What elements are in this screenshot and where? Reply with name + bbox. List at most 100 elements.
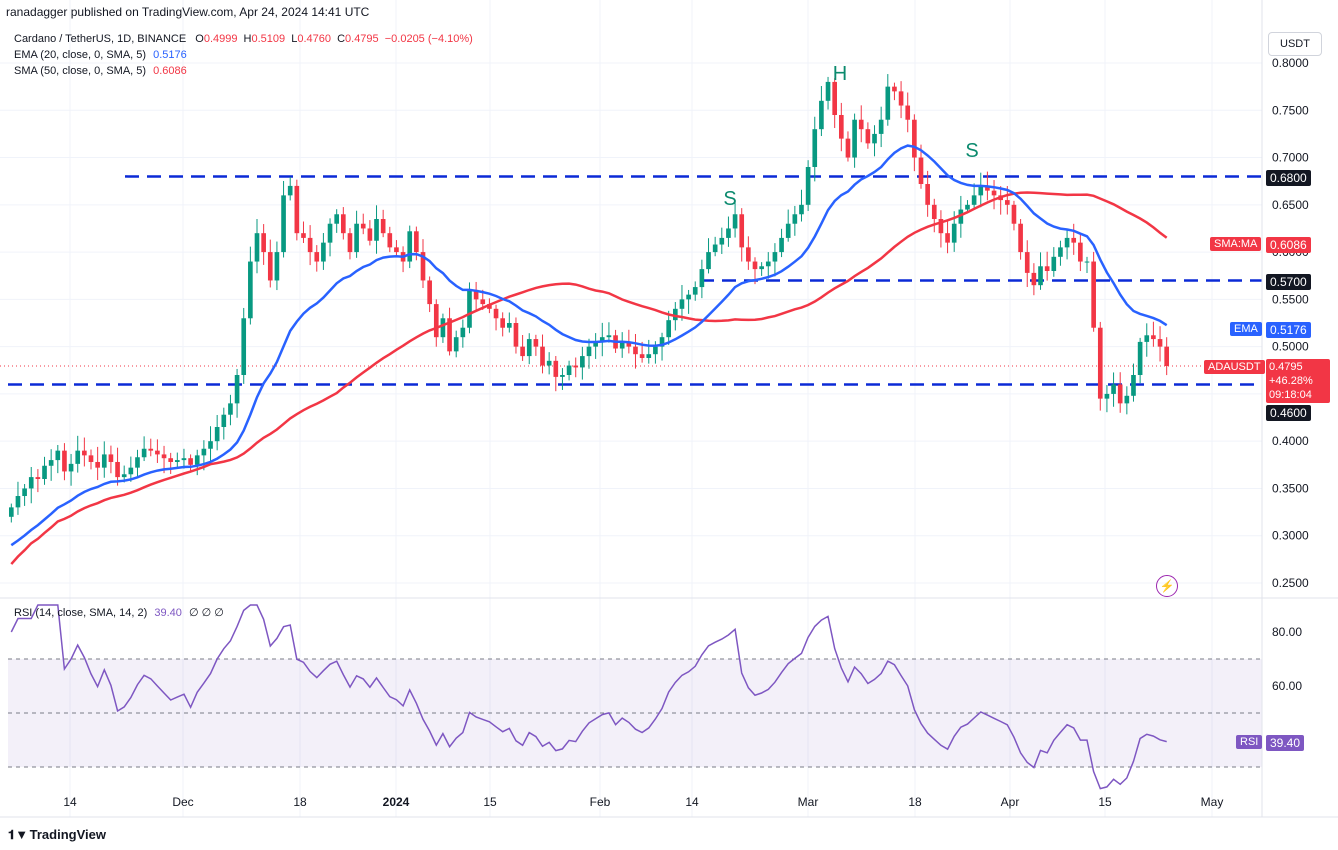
candle-body [214,427,220,442]
candle-body [965,204,970,210]
candle-body [646,354,652,358]
candle-body [367,228,373,241]
candle-body [951,223,957,243]
candle-body [752,261,758,270]
pattern-label: S [723,188,736,210]
time-tick-label: May [1201,795,1224,809]
sma-legend-value: 0.6086 [153,65,187,77]
candle-body [420,252,426,281]
candle-body [732,214,738,229]
candle-body [440,318,446,338]
symbol-countdown: 09:18:04 [1269,389,1312,401]
candle-body [453,337,459,352]
candle-body [739,214,745,248]
candle-body [593,341,598,347]
candle-body [22,488,27,497]
candle-body [838,115,844,139]
candle-body [267,252,273,281]
candle-body [294,185,300,234]
tradingview-logo-icon: 𝟏▼ [8,827,29,842]
rsi-panel: 80.00 60.00 [8,604,1302,790]
candle-body [374,219,379,241]
symbol-name-badge: ADAUSDT [1204,360,1265,374]
candle-body [1051,256,1057,271]
price-tick-label: 0.5500 [1272,292,1309,306]
candle-body [1097,327,1103,399]
candle-body [653,346,658,355]
sma-ma-value-badge: 0.6086 [1266,237,1311,253]
candle-body [414,231,419,253]
time-tick-label: 15 [1098,795,1112,809]
candle-body [161,454,167,459]
candle-body [898,91,904,106]
candle-body [825,81,831,101]
candle-body [1004,200,1010,205]
candle-body [1038,266,1043,286]
candle-body [513,323,519,347]
candle-body [82,450,87,456]
candle-body [254,233,260,262]
candle-body [845,138,851,158]
level-0680-badge: 0.6800 [1266,170,1311,186]
candle-body [1157,339,1163,347]
candle-body [672,308,678,321]
candle-body [101,454,107,468]
candle-body [62,450,67,472]
candle-body [779,237,784,253]
candle-body [1018,223,1023,253]
candle-body [726,228,731,238]
candle-body [327,223,333,243]
currency-button[interactable]: USDT [1268,32,1322,56]
candle-body [560,375,565,377]
candle-body [261,233,266,253]
candle-body [1078,242,1083,262]
ohlc-open: 0.4999 [203,33,238,45]
candle-body [573,365,579,368]
candle-body [892,86,897,92]
candle-body [978,185,984,196]
candle-body [433,304,439,338]
rsi-legend-value: 39.40 [154,607,182,619]
pattern-label: H [833,63,847,85]
candle-body [88,455,94,462]
candle-body [48,460,54,466]
level-0460-badge: 0.4600 [1266,405,1311,421]
candle-body [785,223,791,238]
candle-body [307,237,313,253]
candle-body [241,318,247,375]
candle-body [553,360,559,377]
price-tick-label: 0.2500 [1272,576,1309,590]
time-tick-label: 18 [908,795,922,809]
candle-body [168,458,174,462]
time-tick-label: Dec [172,795,193,809]
time-tick-label: 18 [293,795,307,809]
ema-20-line [10,144,1168,547]
candle-body [805,167,811,205]
grid-lines [0,0,1262,817]
candle-body [938,219,944,234]
candle-body [712,244,718,253]
candle-body [1084,261,1090,263]
ohlc-high: 0.5109 [251,33,286,45]
candle-body [1131,375,1136,396]
price-tick-label: 0.7500 [1272,103,1309,117]
candle-body [759,266,764,270]
candle-body [852,119,857,158]
ema-name-badge: EMA [1230,322,1262,336]
candle-body [679,299,685,309]
ema-legend: EMA (20, close, 0, SMA, 5) 0.5176 [14,49,187,61]
candle-body [1058,247,1063,257]
candle-body [626,341,632,347]
candle-body [148,448,154,451]
price-tick-label: 0.6500 [1272,198,1309,212]
time-tick-label: Feb [590,795,611,809]
candle-body [68,463,74,472]
lightning-icon[interactable]: ⚡ [1156,575,1178,597]
candle-body [248,261,253,319]
rsi-legend: RSI (14, close, SMA, 14, 2) 39.40 ∅ ∅ ∅ [14,606,224,619]
candle-body [473,289,479,300]
rsi-legend-label: RSI (14, close, SMA, 14, 2) [14,607,148,619]
level-0570-badge: 0.5700 [1266,274,1311,290]
candle-body [1044,266,1050,271]
candle-body [28,477,34,489]
